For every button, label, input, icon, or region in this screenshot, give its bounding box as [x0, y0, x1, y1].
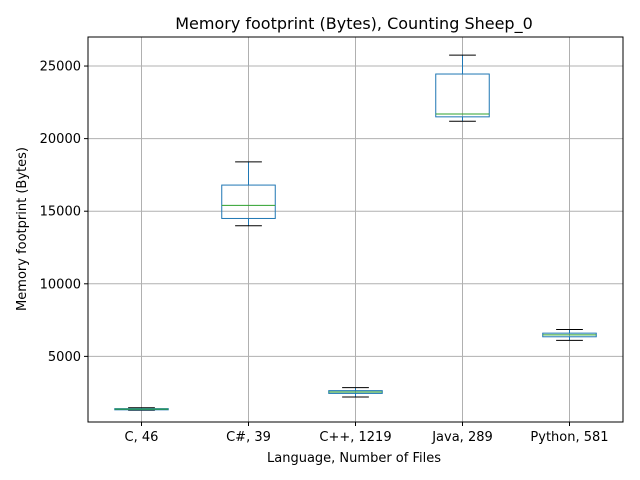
box-1: [221, 161, 276, 227]
x-tick-label: Python, 581: [530, 430, 608, 445]
y-axis-ticks: 5000 10000 15000 20000 25000: [40, 60, 88, 365]
x-tick-label: C#, 39: [226, 430, 271, 445]
y-tick-label: 25000: [40, 60, 81, 75]
x-tick-label: Java, 289: [431, 430, 493, 445]
grid-lines: [88, 37, 623, 422]
x-axis-label: Language, Number of Files: [267, 451, 441, 466]
x-axis-ticks: C, 46 C#, 39 C++, 1219 Java, 289 Python, 581: [125, 422, 609, 445]
chart-title: Memory footprint (Bytes), Counting Sheep…: [175, 14, 533, 34]
x-tick-label: C, 46: [125, 430, 159, 445]
box-body: [435, 73, 490, 118]
y-tick-label: 15000: [40, 205, 81, 220]
y-tick-label: 10000: [40, 277, 81, 292]
y-tick-label: 5000: [48, 350, 81, 365]
box-series: [114, 54, 597, 411]
x-tick-label: C++, 1219: [319, 430, 391, 445]
box-2: [328, 387, 383, 398]
box-body: [221, 184, 276, 219]
box-0: [114, 407, 169, 411]
y-axis-label: Memory footprint (Bytes): [15, 147, 30, 311]
y-tick-label: 20000: [40, 132, 81, 147]
box-3: [435, 54, 490, 122]
box-4: [542, 329, 597, 341]
